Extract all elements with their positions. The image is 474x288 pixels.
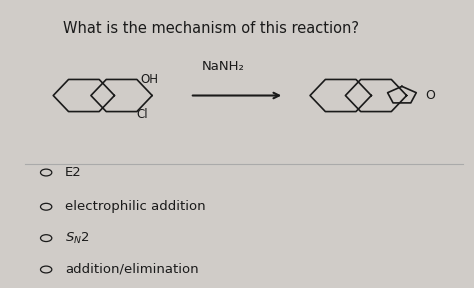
Text: NaNH₂: NaNH₂ [201, 60, 244, 73]
Text: Cl: Cl [137, 107, 148, 121]
Text: $S_N$2: $S_N$2 [65, 231, 90, 246]
Text: What is the mechanism of this reaction?: What is the mechanism of this reaction? [63, 21, 359, 36]
Text: O: O [426, 89, 435, 102]
Text: electrophilic addition: electrophilic addition [65, 200, 206, 213]
Text: E2: E2 [65, 166, 82, 179]
Text: OH: OH [140, 73, 158, 86]
Text: addition/elimination: addition/elimination [65, 263, 199, 276]
